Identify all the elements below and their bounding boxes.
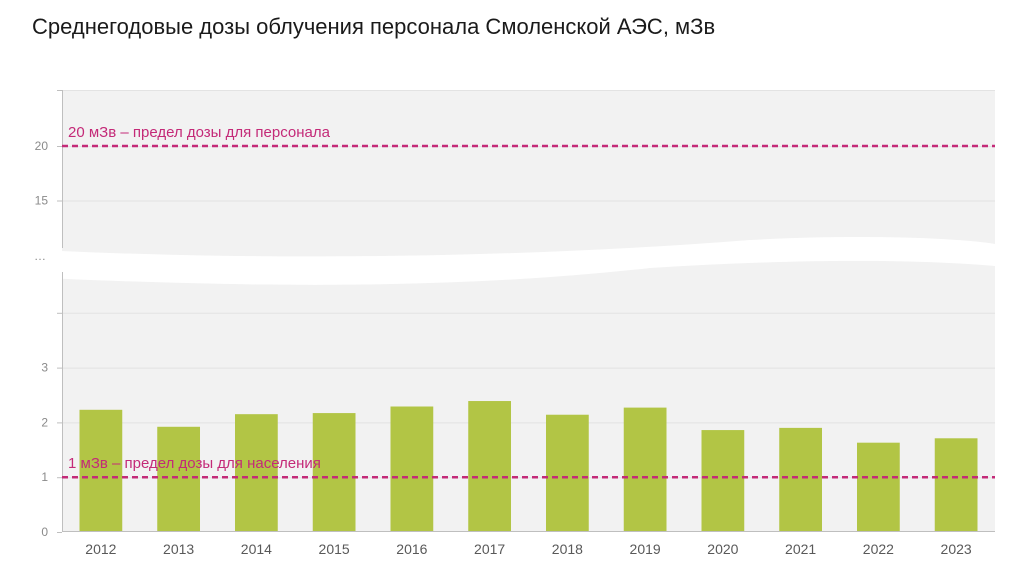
x-tick-label: 2018 <box>552 541 583 557</box>
plot-background <box>62 90 995 532</box>
x-tick-label: 2020 <box>707 541 738 557</box>
axes <box>62 90 995 532</box>
y-tick-label: 1 <box>41 470 48 484</box>
x-tick-labels: 2012 2013 2014 2015 2016 2017 2018 2019 2020 2021… <box>85 541 972 557</box>
y-tick-label: 0 <box>41 525 48 539</box>
x-tick-label: 2013 <box>163 541 194 557</box>
x-tick-label: 2022 <box>863 541 894 557</box>
reference-label: 20 мЗв – предел дозы для персонала <box>68 124 331 141</box>
bar-2014 <box>234 414 278 532</box>
x-tick-label: 2014 <box>241 541 272 557</box>
bar-2019 <box>623 407 667 532</box>
x-tick-label: 2015 <box>319 541 350 557</box>
x-tick-label: 2023 <box>941 541 972 557</box>
bar-2021 <box>779 427 823 532</box>
y-tick-label: 15 <box>35 194 49 208</box>
bar-2022 <box>856 442 900 532</box>
bar-2015 <box>312 413 356 532</box>
bars <box>79 401 978 532</box>
bar-2013 <box>157 426 201 532</box>
reference-lines: 20 мЗв – предел дозы для персонала 1 мЗв … <box>62 124 995 479</box>
bar-2012 <box>79 409 123 532</box>
y-tick-label: 20 <box>35 139 49 153</box>
axis-break-marker: … <box>34 249 46 263</box>
chart-title: Среднегодовые дозы облучения персонала С… <box>32 14 716 39</box>
bar-2017 <box>468 401 512 532</box>
y-tick-label: 3 <box>41 361 48 375</box>
y-ticks: 0 1 2 3 15 20 … <box>34 90 62 539</box>
x-tick-label: 2012 <box>85 541 116 557</box>
x-tick-label: 2021 <box>785 541 816 557</box>
axis-break-band <box>0 237 995 285</box>
x-tick-label: 2019 <box>630 541 661 557</box>
x-tick-label: 2017 <box>474 541 505 557</box>
x-tick-label: 2016 <box>396 541 427 557</box>
bar-2020 <box>701 430 745 532</box>
y-tick-label: 2 <box>41 415 48 429</box>
bar-2023 <box>934 438 978 532</box>
bar-2018 <box>545 414 589 532</box>
reference-label: 1 мЗв – предел дозы для населения <box>68 455 321 472</box>
bar-2016 <box>390 406 434 532</box>
